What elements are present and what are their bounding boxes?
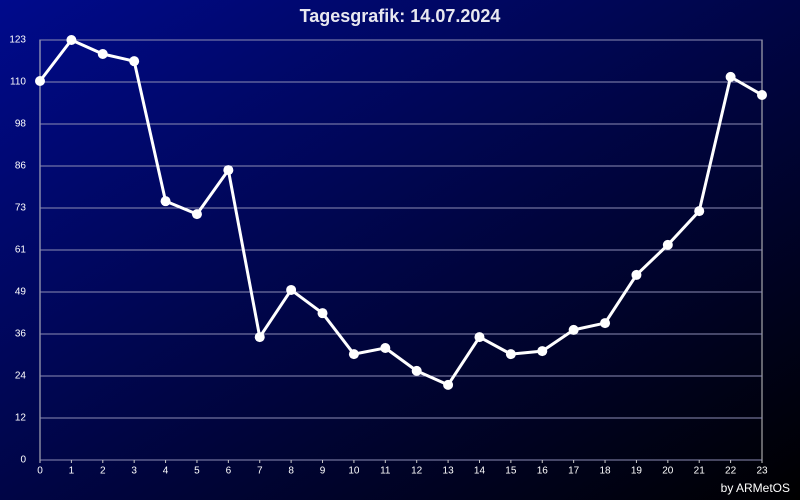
x-tick-label: 5	[194, 466, 200, 477]
x-tick-label: 3	[131, 466, 137, 477]
credit: by ARMetOS	[721, 481, 790, 495]
x-tick-label: 16	[537, 466, 549, 477]
point	[694, 206, 705, 217]
x-tick-label: 13	[443, 466, 455, 477]
x-tick-label: 22	[725, 466, 737, 477]
point	[317, 308, 328, 319]
x-tick-label: 6	[226, 466, 232, 477]
x-tick-label: 2	[100, 466, 106, 477]
point	[725, 71, 736, 82]
point	[600, 318, 611, 329]
x-tick-label: 1	[69, 466, 75, 477]
x-tick-label: 12	[411, 466, 423, 477]
x-tick-label: 20	[662, 466, 674, 477]
chart-title: Tagesgrafik: 14.07.2024	[300, 6, 501, 26]
point	[474, 332, 485, 343]
x-tick-label: 11	[380, 466, 391, 477]
x-tick-label: 21	[694, 466, 706, 477]
y-tick-label: 12	[15, 413, 27, 424]
point	[537, 346, 548, 357]
x-tick-label: 18	[599, 466, 611, 477]
x-tick-label: 7	[257, 466, 263, 477]
point	[223, 165, 234, 176]
x-tick-label: 19	[631, 466, 643, 477]
x-tick-label: 23	[756, 466, 768, 477]
point	[348, 349, 359, 360]
point	[286, 284, 297, 295]
point	[35, 75, 45, 86]
x-tick-label: 9	[320, 466, 326, 477]
point	[662, 239, 673, 250]
line	[38, 38, 763, 387]
point	[411, 365, 422, 376]
y-tick-label: 123	[9, 35, 26, 46]
y-tick-label: 73	[15, 203, 27, 214]
y-tick-label: 86	[15, 161, 27, 172]
x-tick-label: 10	[348, 466, 360, 477]
x-tick-label: 4	[163, 466, 169, 477]
point	[129, 56, 140, 67]
point	[160, 196, 171, 207]
x-tick-label: 14	[474, 466, 486, 477]
point	[505, 349, 516, 360]
y-tick-label: 61	[15, 245, 27, 256]
y-tick-label: 0	[20, 455, 26, 466]
y-tick-label: 49	[15, 287, 27, 298]
point	[66, 35, 77, 45]
y-tick-label: 110	[10, 77, 26, 88]
point	[97, 49, 108, 59]
point	[380, 343, 391, 353]
x-tick-label: 17	[568, 466, 580, 477]
point	[191, 209, 202, 220]
point	[443, 379, 454, 390]
y-tick-label: 36	[15, 329, 27, 340]
y-tick-label: 98	[15, 119, 27, 130]
x-tick-label: 8	[288, 466, 294, 477]
x-tick-label: 0	[37, 466, 43, 477]
y-tick-label: 24	[15, 371, 27, 382]
x-tick-label: 15	[505, 466, 517, 477]
point	[254, 332, 265, 343]
point	[757, 89, 767, 100]
point	[631, 269, 642, 280]
point	[568, 324, 579, 335]
